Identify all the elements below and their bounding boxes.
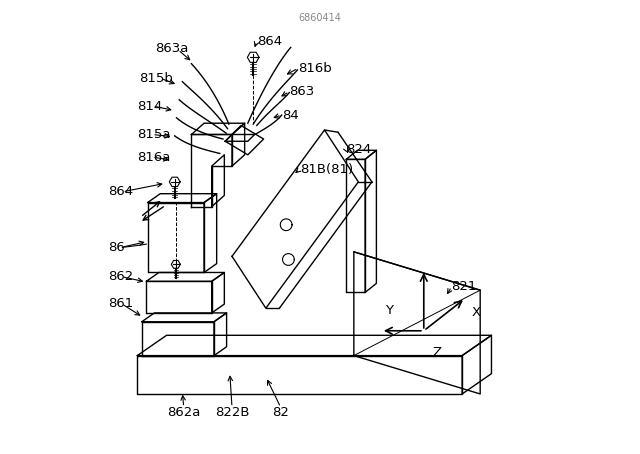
Text: 862a: 862a — [167, 405, 200, 419]
Text: 821: 821 — [451, 280, 476, 293]
Text: 822B: 822B — [215, 405, 249, 419]
Text: 86: 86 — [108, 241, 125, 254]
Text: 863: 863 — [289, 85, 315, 98]
Text: 81B(81): 81B(81) — [300, 163, 353, 176]
Text: 824: 824 — [346, 143, 371, 156]
Text: 864: 864 — [257, 35, 282, 48]
Text: 816a: 816a — [137, 151, 171, 163]
Text: 84: 84 — [282, 109, 298, 122]
Text: 814: 814 — [137, 99, 163, 113]
Text: Z: Z — [432, 346, 441, 359]
Text: 862: 862 — [108, 270, 133, 283]
Text: 816b: 816b — [298, 62, 332, 74]
Text: 815a: 815a — [137, 128, 171, 141]
Text: 82: 82 — [272, 405, 289, 419]
Text: 815b: 815b — [140, 72, 173, 84]
Text: X: X — [471, 306, 480, 319]
Text: 6860414: 6860414 — [299, 13, 341, 23]
Text: 861: 861 — [108, 297, 133, 310]
Text: 863a: 863a — [156, 42, 189, 55]
Text: 864: 864 — [108, 185, 133, 198]
Text: Y: Y — [385, 304, 394, 317]
